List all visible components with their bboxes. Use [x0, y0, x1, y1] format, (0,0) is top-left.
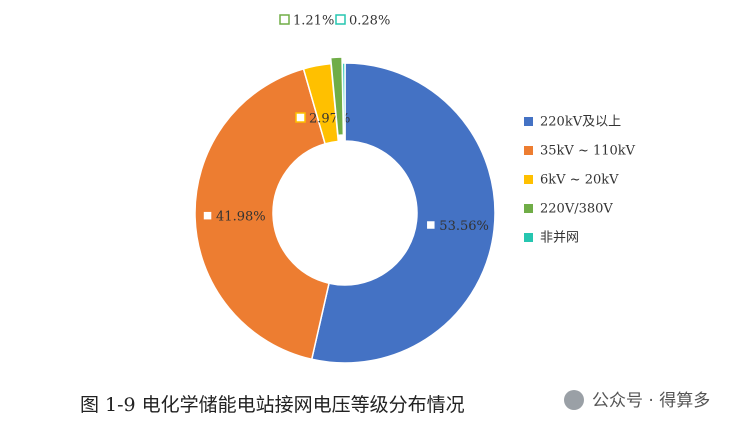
donut-slice [194, 67, 330, 361]
legend-swatch [524, 146, 533, 155]
legend-label: 220kV及以上 [540, 115, 621, 130]
legend-swatch [524, 117, 533, 126]
label-key [425, 219, 437, 231]
legend-swatch [524, 204, 533, 213]
data-label: 1.21% [293, 14, 334, 29]
donut-slice [341, 62, 346, 142]
legend-swatch [524, 233, 533, 242]
label-key [279, 14, 290, 25]
legend-label: 220V/380V [540, 202, 613, 217]
legend-swatch [524, 175, 533, 184]
legend-label: 6kV ~ 20kV [540, 173, 619, 188]
legend-label: 35kV ~ 110kV [540, 144, 636, 159]
source-icon [564, 390, 584, 410]
source-badge: 公众号 · 得算多 [564, 390, 710, 411]
data-label: 53.56% [439, 219, 489, 234]
donut-slice [310, 62, 496, 364]
legend-label: 非并网 [540, 231, 579, 246]
label-key [202, 210, 213, 221]
source-text: 公众号 · 得算多 [592, 391, 710, 411]
chart-caption: 图 1-9 电化学储能电站接网电压等级分布情况 [80, 394, 465, 416]
data-label: 0.28% [349, 14, 390, 29]
label-key [335, 14, 346, 25]
data-label: 41.98% [216, 210, 266, 225]
label-key [295, 112, 306, 123]
donut-slice [302, 62, 340, 145]
